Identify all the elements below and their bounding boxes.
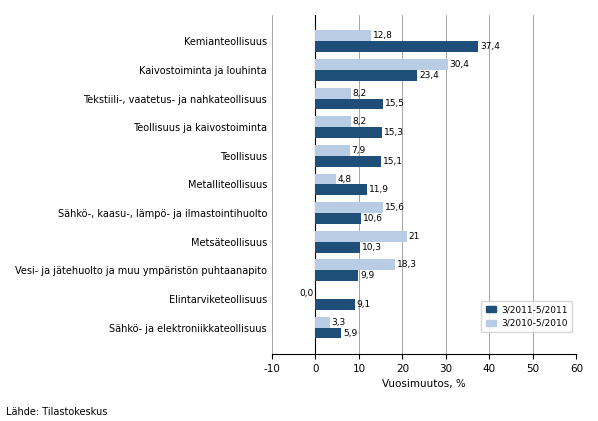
Text: 21: 21 [408,232,420,241]
Bar [315,184,367,195]
Bar [315,231,407,242]
Bar [315,70,417,81]
Text: 7,9: 7,9 [352,146,366,155]
Text: 8,2: 8,2 [353,117,367,126]
Text: 4,8: 4,8 [338,174,352,184]
Text: 8,2: 8,2 [353,88,367,98]
Text: 10,3: 10,3 [362,242,382,252]
Text: 37,4: 37,4 [480,42,500,51]
Text: 3,3: 3,3 [331,318,346,327]
Bar [315,317,329,328]
Bar [315,30,371,41]
Bar [315,41,478,52]
Bar [315,116,351,127]
Bar [315,88,351,99]
Text: 15,1: 15,1 [383,157,403,166]
Bar [315,202,383,213]
Bar [315,259,395,270]
Text: 5,9: 5,9 [343,328,357,338]
Text: 15,3: 15,3 [384,128,404,137]
Text: 10,6: 10,6 [363,214,383,223]
Legend: 3/2011-5/2011, 3/2010-5/2010: 3/2011-5/2011, 3/2010-5/2010 [481,301,572,333]
Bar [315,213,362,224]
Text: 18,3: 18,3 [396,261,417,269]
Bar [315,299,355,310]
Text: 23,4: 23,4 [419,71,439,80]
Text: 12,8: 12,8 [373,31,393,40]
Text: 11,9: 11,9 [369,185,389,195]
Bar [315,59,448,70]
Text: 15,6: 15,6 [385,203,405,212]
X-axis label: Vuosimuutos, %: Vuosimuutos, % [382,379,466,389]
Bar [315,156,381,167]
Bar [315,173,336,184]
Bar [315,242,360,253]
Text: 0,0: 0,0 [300,289,313,298]
Text: 9,1: 9,1 [357,300,371,309]
Text: 15,5: 15,5 [385,99,405,109]
Bar [315,99,383,109]
Bar [315,328,341,338]
Text: Lähde: Tilastokeskus: Lähde: Tilastokeskus [6,407,108,417]
Bar [315,127,382,138]
Bar [315,145,350,156]
Text: 9,9: 9,9 [360,271,374,280]
Bar [315,270,358,281]
Text: 30,4: 30,4 [449,60,469,69]
